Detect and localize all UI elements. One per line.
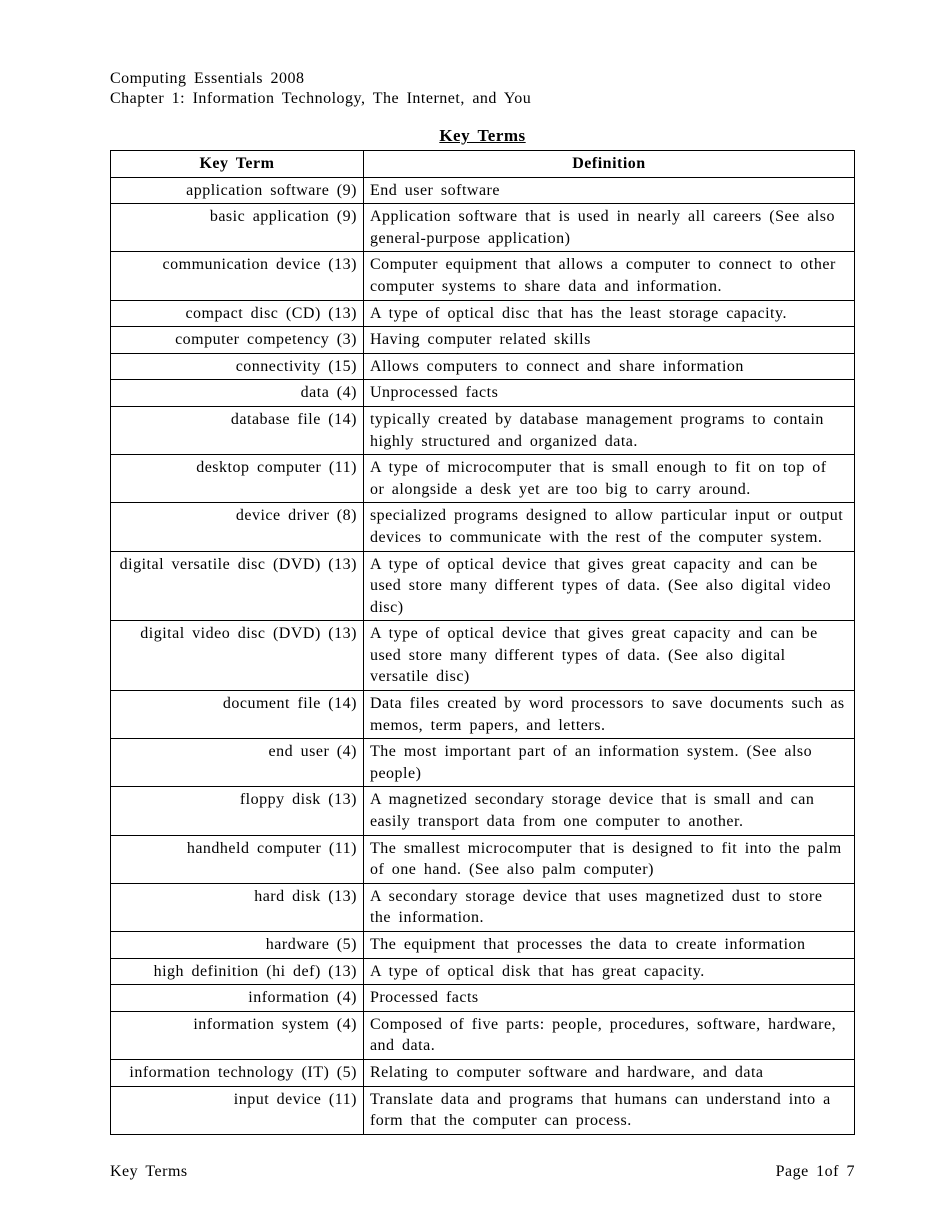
table-row: data (4)Unprocessed facts xyxy=(111,380,855,407)
term-cell: floppy disk (13) xyxy=(111,787,364,835)
table-row: connectivity (15)Allows computers to con… xyxy=(111,353,855,380)
column-header-term: Key Term xyxy=(111,151,364,178)
table-row: database file (14)typically created by d… xyxy=(111,406,855,454)
page-footer: Key Terms Page 1of 7 xyxy=(110,1163,855,1181)
term-cell: document file (14) xyxy=(111,691,364,739)
term-cell: digital versatile disc (DVD) (13) xyxy=(111,551,364,621)
table-row: floppy disk (13)A magnetized secondary s… xyxy=(111,787,855,835)
definition-cell: A type of optical disk that has great ca… xyxy=(363,958,854,985)
table-row: information technology (IT) (5)Relating … xyxy=(111,1059,855,1086)
term-cell: data (4) xyxy=(111,380,364,407)
term-cell: application software (9) xyxy=(111,177,364,204)
term-cell: communication device (13) xyxy=(111,252,364,300)
table-row: information system (4)Composed of five p… xyxy=(111,1011,855,1059)
term-cell: device driver (8) xyxy=(111,503,364,551)
term-cell: desktop computer (11) xyxy=(111,455,364,503)
definition-cell: A type of optical disc that has the leas… xyxy=(363,300,854,327)
table-row: hardware (5)The equipment that processes… xyxy=(111,932,855,959)
footer-left: Key Terms xyxy=(110,1163,188,1181)
table-row: handheld computer (11)The smallest micro… xyxy=(111,835,855,883)
table-row: information (4)Processed facts xyxy=(111,985,855,1012)
table-row: end user (4)The most important part of a… xyxy=(111,739,855,787)
term-cell: high definition (hi def) (13) xyxy=(111,958,364,985)
table-row: application software (9)End user softwar… xyxy=(111,177,855,204)
definition-cell: The smallest microcomputer that is desig… xyxy=(363,835,854,883)
column-header-definition: Definition xyxy=(363,151,854,178)
definition-cell: Processed facts xyxy=(363,985,854,1012)
table-row: device driver (8)specialized programs de… xyxy=(111,503,855,551)
term-cell: information (4) xyxy=(111,985,364,1012)
term-cell: database file (14) xyxy=(111,406,364,454)
definition-cell: Computer equipment that allows a compute… xyxy=(363,252,854,300)
table-header-row: Key Term Definition xyxy=(111,151,855,178)
definition-cell: The most important part of an informatio… xyxy=(363,739,854,787)
definition-cell: A magnetized secondary storage device th… xyxy=(363,787,854,835)
definition-cell: A type of optical device that gives grea… xyxy=(363,621,854,691)
term-cell: information system (4) xyxy=(111,1011,364,1059)
table-row: desktop computer (11)A type of microcomp… xyxy=(111,455,855,503)
definition-cell: Translate data and programs that humans … xyxy=(363,1086,854,1134)
term-cell: digital video disc (DVD) (13) xyxy=(111,621,364,691)
definition-cell: A type of optical device that gives grea… xyxy=(363,551,854,621)
table-row: basic application (9)Application softwar… xyxy=(111,204,855,252)
definition-cell: The equipment that processes the data to… xyxy=(363,932,854,959)
term-cell: end user (4) xyxy=(111,739,364,787)
table-row: compact disc (CD) (13)A type of optical … xyxy=(111,300,855,327)
definition-cell: typically created by database management… xyxy=(363,406,854,454)
term-cell: compact disc (CD) (13) xyxy=(111,300,364,327)
key-terms-table: Key Term Definition application software… xyxy=(110,150,855,1135)
definition-cell: Data files created by word processors to… xyxy=(363,691,854,739)
definition-cell: Allows computers to connect and share in… xyxy=(363,353,854,380)
term-cell: hard disk (13) xyxy=(111,883,364,931)
term-cell: connectivity (15) xyxy=(111,353,364,380)
term-cell: handheld computer (11) xyxy=(111,835,364,883)
term-cell: hardware (5) xyxy=(111,932,364,959)
term-cell: computer competency (3) xyxy=(111,327,364,354)
definition-cell: Relating to computer software and hardwa… xyxy=(363,1059,854,1086)
definition-cell: Unprocessed facts xyxy=(363,380,854,407)
table-row: digital video disc (DVD) (13)A type of o… xyxy=(111,621,855,691)
term-cell: basic application (9) xyxy=(111,204,364,252)
definition-cell: A type of microcomputer that is small en… xyxy=(363,455,854,503)
page-title: Key Terms xyxy=(110,126,855,146)
definition-cell: Application software that is used in nea… xyxy=(363,204,854,252)
table-row: digital versatile disc (DVD) (13)A type … xyxy=(111,551,855,621)
term-cell: information technology (IT) (5) xyxy=(111,1059,364,1086)
definition-cell: Having computer related skills xyxy=(363,327,854,354)
definition-cell: Composed of five parts: people, procedur… xyxy=(363,1011,854,1059)
term-cell: input device (11) xyxy=(111,1086,364,1134)
document-header-1: Computing Essentials 2008 xyxy=(110,70,855,88)
table-row: document file (14)Data files created by … xyxy=(111,691,855,739)
table-row: input device (11)Translate data and prog… xyxy=(111,1086,855,1134)
definition-cell: End user software xyxy=(363,177,854,204)
table-row: high definition (hi def) (13)A type of o… xyxy=(111,958,855,985)
table-row: hard disk (13)A secondary storage device… xyxy=(111,883,855,931)
footer-right: Page 1of 7 xyxy=(776,1163,855,1181)
definition-cell: A secondary storage device that uses mag… xyxy=(363,883,854,931)
table-row: communication device (13)Computer equipm… xyxy=(111,252,855,300)
definition-cell: specialized programs designed to allow p… xyxy=(363,503,854,551)
table-row: computer competency (3)Having computer r… xyxy=(111,327,855,354)
document-header-2: Chapter 1: Information Technology, The I… xyxy=(110,90,855,108)
